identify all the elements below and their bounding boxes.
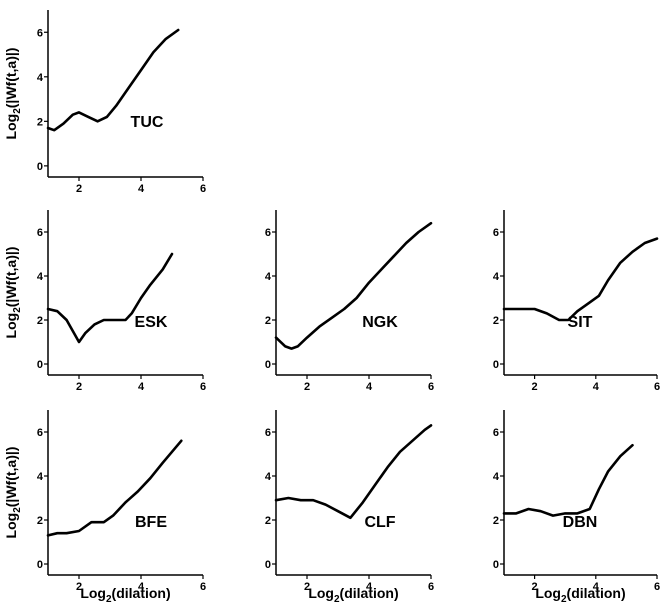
- station-label: NGK: [362, 314, 398, 331]
- series-line-dbn: [502, 443, 634, 517]
- x-axis-label-main: Log: [535, 585, 561, 601]
- y-tick-label: 2: [493, 315, 499, 327]
- x-tick-label: 4: [593, 381, 600, 393]
- x-tick-label: 4: [138, 581, 145, 593]
- y-tick-label: 2: [265, 515, 271, 527]
- x-tick-label: 2: [76, 581, 82, 593]
- y-axis-label: Log2(|Wf(t,a)|): [3, 447, 23, 539]
- x-tick-label: 4: [138, 183, 145, 195]
- x-tick-label: 6: [654, 581, 660, 593]
- y-axis-label-rest: (|Wf(t,a)|): [3, 247, 19, 308]
- y-tick-label: 0: [265, 359, 271, 371]
- y-tick-label: 6: [37, 27, 43, 39]
- x-axis-label: Log2(dilation): [80, 585, 170, 603]
- y-tick-label: 6: [37, 427, 43, 439]
- station-label: BFE: [135, 514, 167, 531]
- x-tick-label: 4: [366, 581, 373, 593]
- x-axis-label-main: Log: [308, 585, 334, 601]
- x-tick-label: 2: [76, 183, 82, 195]
- series-line-tuc: [46, 28, 180, 132]
- x-axis-label: Log2(dilation): [308, 585, 398, 603]
- x-tick-label: 4: [366, 381, 373, 393]
- y-axis-label: Log2(|Wf(t,a)|): [3, 48, 23, 140]
- x-tick-label: 6: [428, 381, 434, 393]
- x-tick-label: 2: [76, 381, 82, 393]
- series-line-clf: [274, 424, 433, 520]
- y-axis-label-sub: 2: [12, 507, 23, 513]
- x-tick-label: 4: [593, 581, 600, 593]
- y-tick-label: 2: [265, 315, 271, 327]
- y-tick-label: 2: [493, 515, 499, 527]
- x-tick-label: 6: [654, 381, 660, 393]
- x-axis-label-rest: (dilation): [112, 585, 171, 601]
- y-axis-label: Log2(|Wf(t,a)|): [3, 247, 23, 339]
- y-tick-label: 4: [493, 471, 500, 483]
- x-tick-label: 4: [138, 381, 145, 393]
- x-tick-label: 6: [200, 183, 206, 195]
- x-axis-label-rest: (dilation): [340, 585, 399, 601]
- y-axis-label-main: Log: [3, 114, 19, 140]
- y-tick-label: 4: [265, 271, 272, 283]
- station-label: ESK: [135, 314, 168, 331]
- x-axis-label: Log2(dilation): [535, 585, 625, 603]
- panel-ngk: 2 4 6 0 2 4 6 NGK: [265, 210, 434, 393]
- y-tick-label: 4: [37, 471, 44, 483]
- x-tick-label: 2: [532, 381, 538, 393]
- y-axis-label-rest: (|Wf(t,a)|): [3, 48, 19, 109]
- y-tick-label: 4: [265, 471, 272, 483]
- series-line-bfe: [46, 439, 183, 537]
- series-line-esk: [46, 252, 174, 344]
- y-tick-label: 6: [265, 427, 271, 439]
- y-axis-label-main: Log: [3, 313, 19, 339]
- x-tick-label: 2: [304, 581, 310, 593]
- y-tick-label: 0: [37, 161, 43, 173]
- x-axis-label-sub: 2: [334, 594, 340, 603]
- x-tick-label: 6: [200, 581, 206, 593]
- station-label: SIT: [568, 314, 593, 331]
- x-axis-label-sub: 2: [561, 594, 567, 603]
- y-tick-label: 0: [37, 559, 43, 571]
- series-line-ngk: [274, 221, 433, 350]
- x-axis-label-rest: (dilation): [567, 585, 626, 601]
- series-line-sit: [502, 237, 659, 322]
- y-tick-label: 6: [493, 427, 499, 439]
- station-label: TUC: [131, 114, 164, 131]
- y-tick-label: 2: [37, 515, 43, 527]
- panel-sit: 2 4 6 0 2 4 6 SIT: [493, 210, 660, 393]
- x-axis-label-sub: 2: [106, 594, 112, 603]
- y-tick-label: 4: [37, 72, 44, 84]
- y-axis-label-main: Log: [3, 513, 19, 539]
- x-tick-label: 6: [200, 381, 206, 393]
- y-tick-label: 0: [37, 359, 43, 371]
- station-label: CLF: [364, 514, 395, 531]
- x-tick-label: 2: [304, 381, 310, 393]
- x-tick-label: 2: [532, 581, 538, 593]
- y-tick-label: 6: [37, 227, 43, 239]
- y-axis-label-sub: 2: [12, 307, 23, 313]
- station-label: DBN: [563, 514, 598, 531]
- y-tick-label: 0: [493, 559, 499, 571]
- y-tick-label: 4: [37, 271, 44, 283]
- y-tick-label: 0: [493, 359, 499, 371]
- y-tick-label: 6: [493, 227, 499, 239]
- y-tick-label: 0: [265, 559, 271, 571]
- x-tick-label: 6: [428, 581, 434, 593]
- y-axis-label-rest: (|Wf(t,a)|): [3, 447, 19, 508]
- y-axis-label-sub: 2: [12, 108, 23, 114]
- y-tick-label: 4: [493, 271, 500, 283]
- y-tick-label: 6: [265, 227, 271, 239]
- y-tick-label: 2: [37, 116, 43, 128]
- x-axis-label-main: Log: [80, 585, 106, 601]
- y-tick-label: 2: [37, 315, 43, 327]
